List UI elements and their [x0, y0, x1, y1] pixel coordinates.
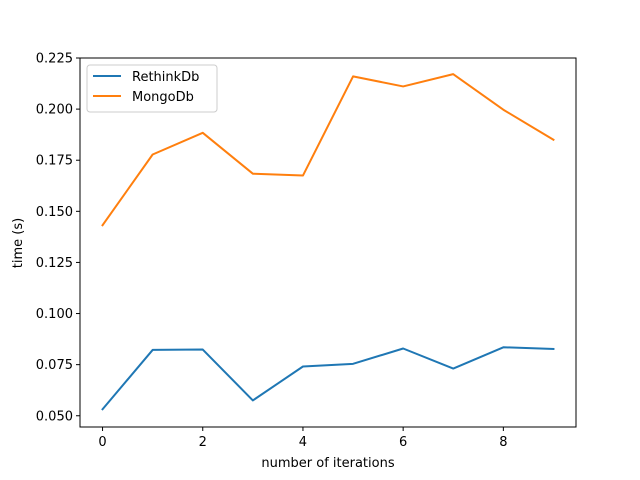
- y-tick-label: 0.125: [36, 256, 73, 271]
- y-tick-label: 0.050: [36, 409, 73, 424]
- axes-layer: 0 2 4 6 8 0.050 0.075 0.100 0.125 0.150 0.175 0.200…: [36, 52, 577, 450]
- y-axis-label: time (s): [11, 218, 26, 268]
- x-tick-label: 2: [199, 435, 207, 450]
- x-axis-label: number of iterations: [261, 456, 394, 471]
- x-tick-label: 6: [399, 435, 407, 450]
- y-tick-label: 0.100: [36, 307, 73, 322]
- legend-label-1: RethinkDb: [132, 70, 199, 85]
- plot-frame: [79, 57, 577, 428]
- y-tick-label: 0.150: [36, 205, 73, 220]
- y-tick-label: 0.225: [36, 52, 73, 67]
- series-layer: [101, 73, 555, 411]
- series-line-1: [101, 346, 555, 411]
- legend-label-2: MongoDb: [132, 90, 194, 105]
- y-tick-label: 0.175: [36, 154, 73, 169]
- legend: RethinkDb MongoDb: [86, 64, 218, 113]
- y-tick-label: 0.200: [36, 103, 73, 118]
- x-tick-label: 0: [98, 435, 106, 450]
- x-tick-label: 8: [499, 435, 507, 450]
- series-line-2: [101, 73, 555, 227]
- x-tick-label: 4: [299, 435, 307, 450]
- y-tick-label: 0.075: [36, 358, 73, 373]
